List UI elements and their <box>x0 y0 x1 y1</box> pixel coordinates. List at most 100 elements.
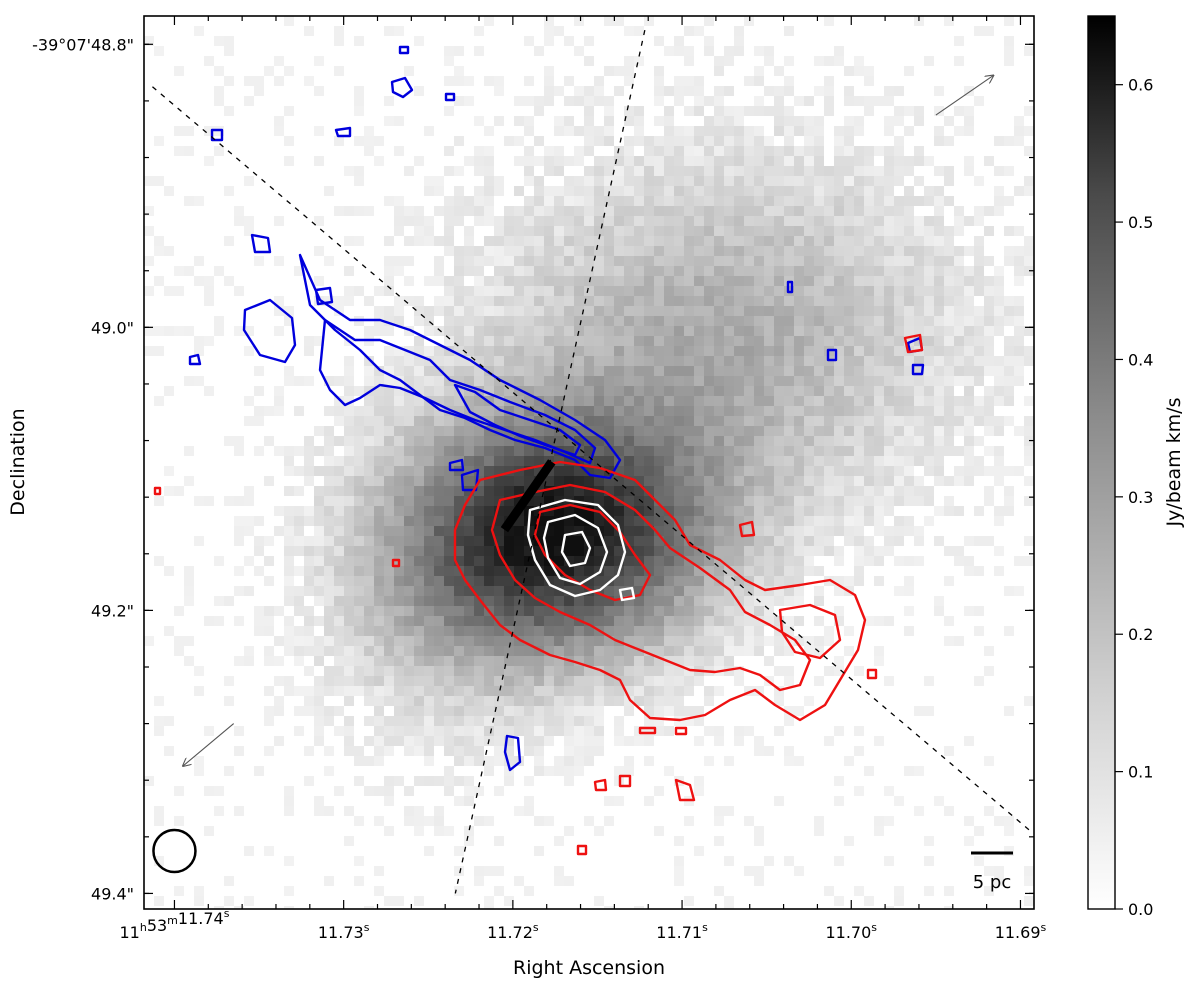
heatmap-pixel <box>504 606 514 616</box>
heatmap-pixel <box>904 366 914 376</box>
heatmap-pixel <box>994 186 1004 196</box>
heatmap-pixel <box>434 476 444 486</box>
heatmap-pixel <box>304 646 314 656</box>
heatmap-pixel <box>284 526 294 536</box>
heatmap-pixel <box>644 166 654 176</box>
heatmap-pixel <box>574 466 584 476</box>
heatmap-pixel <box>444 416 454 426</box>
heatmap-pixel <box>984 536 994 546</box>
heatmap-pixel <box>574 706 584 716</box>
heatmap-pixel <box>854 366 864 376</box>
heatmap-pixel <box>254 76 264 86</box>
heatmap-pixel <box>464 196 474 206</box>
heatmap-pixel <box>554 596 564 606</box>
heatmap-pixel <box>754 626 764 636</box>
heatmap-pixel <box>494 556 504 566</box>
heatmap-pixel <box>474 166 484 176</box>
heatmap-pixel <box>544 716 554 726</box>
heatmap-pixel <box>604 116 614 126</box>
heatmap-pixel <box>354 136 364 146</box>
heatmap-pixel <box>544 86 554 96</box>
heatmap-pixel <box>814 276 824 286</box>
heatmap-pixel <box>844 836 854 846</box>
heatmap-pixel <box>164 626 174 636</box>
heatmap-pixel <box>424 386 434 396</box>
heatmap-pixel <box>274 636 284 646</box>
heatmap-pixel <box>324 566 334 576</box>
heatmap-pixel <box>544 696 554 706</box>
heatmap-pixel <box>564 506 574 516</box>
heatmap-pixel <box>214 786 224 796</box>
heatmap-pixel <box>464 286 474 296</box>
heatmap-pixel <box>874 176 884 186</box>
heatmap-pixel <box>524 246 534 256</box>
heatmap-pixel <box>604 376 614 386</box>
heatmap-pixel <box>684 536 694 546</box>
heatmap-pixel <box>914 766 924 776</box>
heatmap-pixel <box>784 336 794 346</box>
heatmap-pixel <box>294 516 304 526</box>
heatmap-pixel <box>1014 326 1024 336</box>
heatmap-pixel <box>854 486 864 496</box>
heatmap-pixel <box>734 176 744 186</box>
heatmap-pixel <box>974 316 984 326</box>
heatmap-pixel <box>724 46 734 56</box>
heatmap-pixel <box>714 466 724 476</box>
heatmap-pixel <box>904 156 914 166</box>
heatmap-pixel <box>444 746 454 756</box>
heatmap-pixel <box>344 526 354 536</box>
heatmap-pixel <box>474 756 484 766</box>
heatmap-pixel <box>714 196 724 206</box>
heatmap-pixel <box>824 516 834 526</box>
heatmap-pixel <box>414 516 424 526</box>
heatmap-pixel <box>414 646 424 656</box>
heatmap-pixel <box>814 226 824 236</box>
heatmap-pixel <box>874 386 884 396</box>
heatmap-pixel <box>814 86 824 96</box>
heatmap-pixel <box>654 656 664 666</box>
heatmap-pixel <box>694 776 704 786</box>
heatmap-pixel <box>914 406 924 416</box>
heatmap-pixel <box>694 846 704 856</box>
heatmap-pixel <box>494 616 504 626</box>
heatmap-pixel <box>494 356 504 366</box>
heatmap-pixel <box>854 506 864 516</box>
heatmap-pixel <box>154 236 164 246</box>
heatmap-pixel <box>614 266 624 276</box>
heatmap-pixel <box>464 546 474 556</box>
heatmap-pixel <box>844 416 854 426</box>
heatmap-pixel <box>924 296 934 306</box>
heatmap-pixel <box>984 26 994 36</box>
heatmap-pixel <box>604 386 614 396</box>
heatmap-pixel <box>674 526 684 536</box>
heatmap-pixel <box>834 196 844 206</box>
heatmap-pixel <box>694 446 704 456</box>
heatmap-pixel <box>534 196 544 206</box>
heatmap-pixel <box>464 306 474 316</box>
heatmap-pixel <box>644 216 654 226</box>
white-contour <box>560 530 592 568</box>
heatmap-pixel <box>734 326 744 336</box>
heatmap-pixel <box>784 226 794 236</box>
heatmap-pixel <box>284 906 294 909</box>
heatmap-pixel <box>564 246 574 256</box>
heatmap-pixel <box>404 496 414 506</box>
heatmap-pixel <box>484 656 494 666</box>
colorbar-label: Jy/beam km/s <box>1163 397 1185 527</box>
heatmap-pixel <box>574 16 584 26</box>
heatmap-pixel <box>714 56 724 66</box>
heatmap-pixel <box>454 336 464 346</box>
heatmap-pixel <box>304 476 314 486</box>
heatmap-pixel <box>684 226 694 236</box>
heatmap-pixel <box>454 666 464 676</box>
heatmap-pixel <box>744 216 754 226</box>
heatmap-pixel <box>574 596 584 606</box>
heatmap-pixel <box>834 416 844 426</box>
heatmap-pixel <box>774 376 784 386</box>
heatmap-pixel <box>984 316 994 326</box>
heatmap-pixel <box>804 316 814 326</box>
heatmap-pixel <box>414 396 424 406</box>
heatmap-pixel <box>364 646 374 656</box>
heatmap-pixel <box>724 356 734 366</box>
heatmap-pixel <box>374 306 384 316</box>
